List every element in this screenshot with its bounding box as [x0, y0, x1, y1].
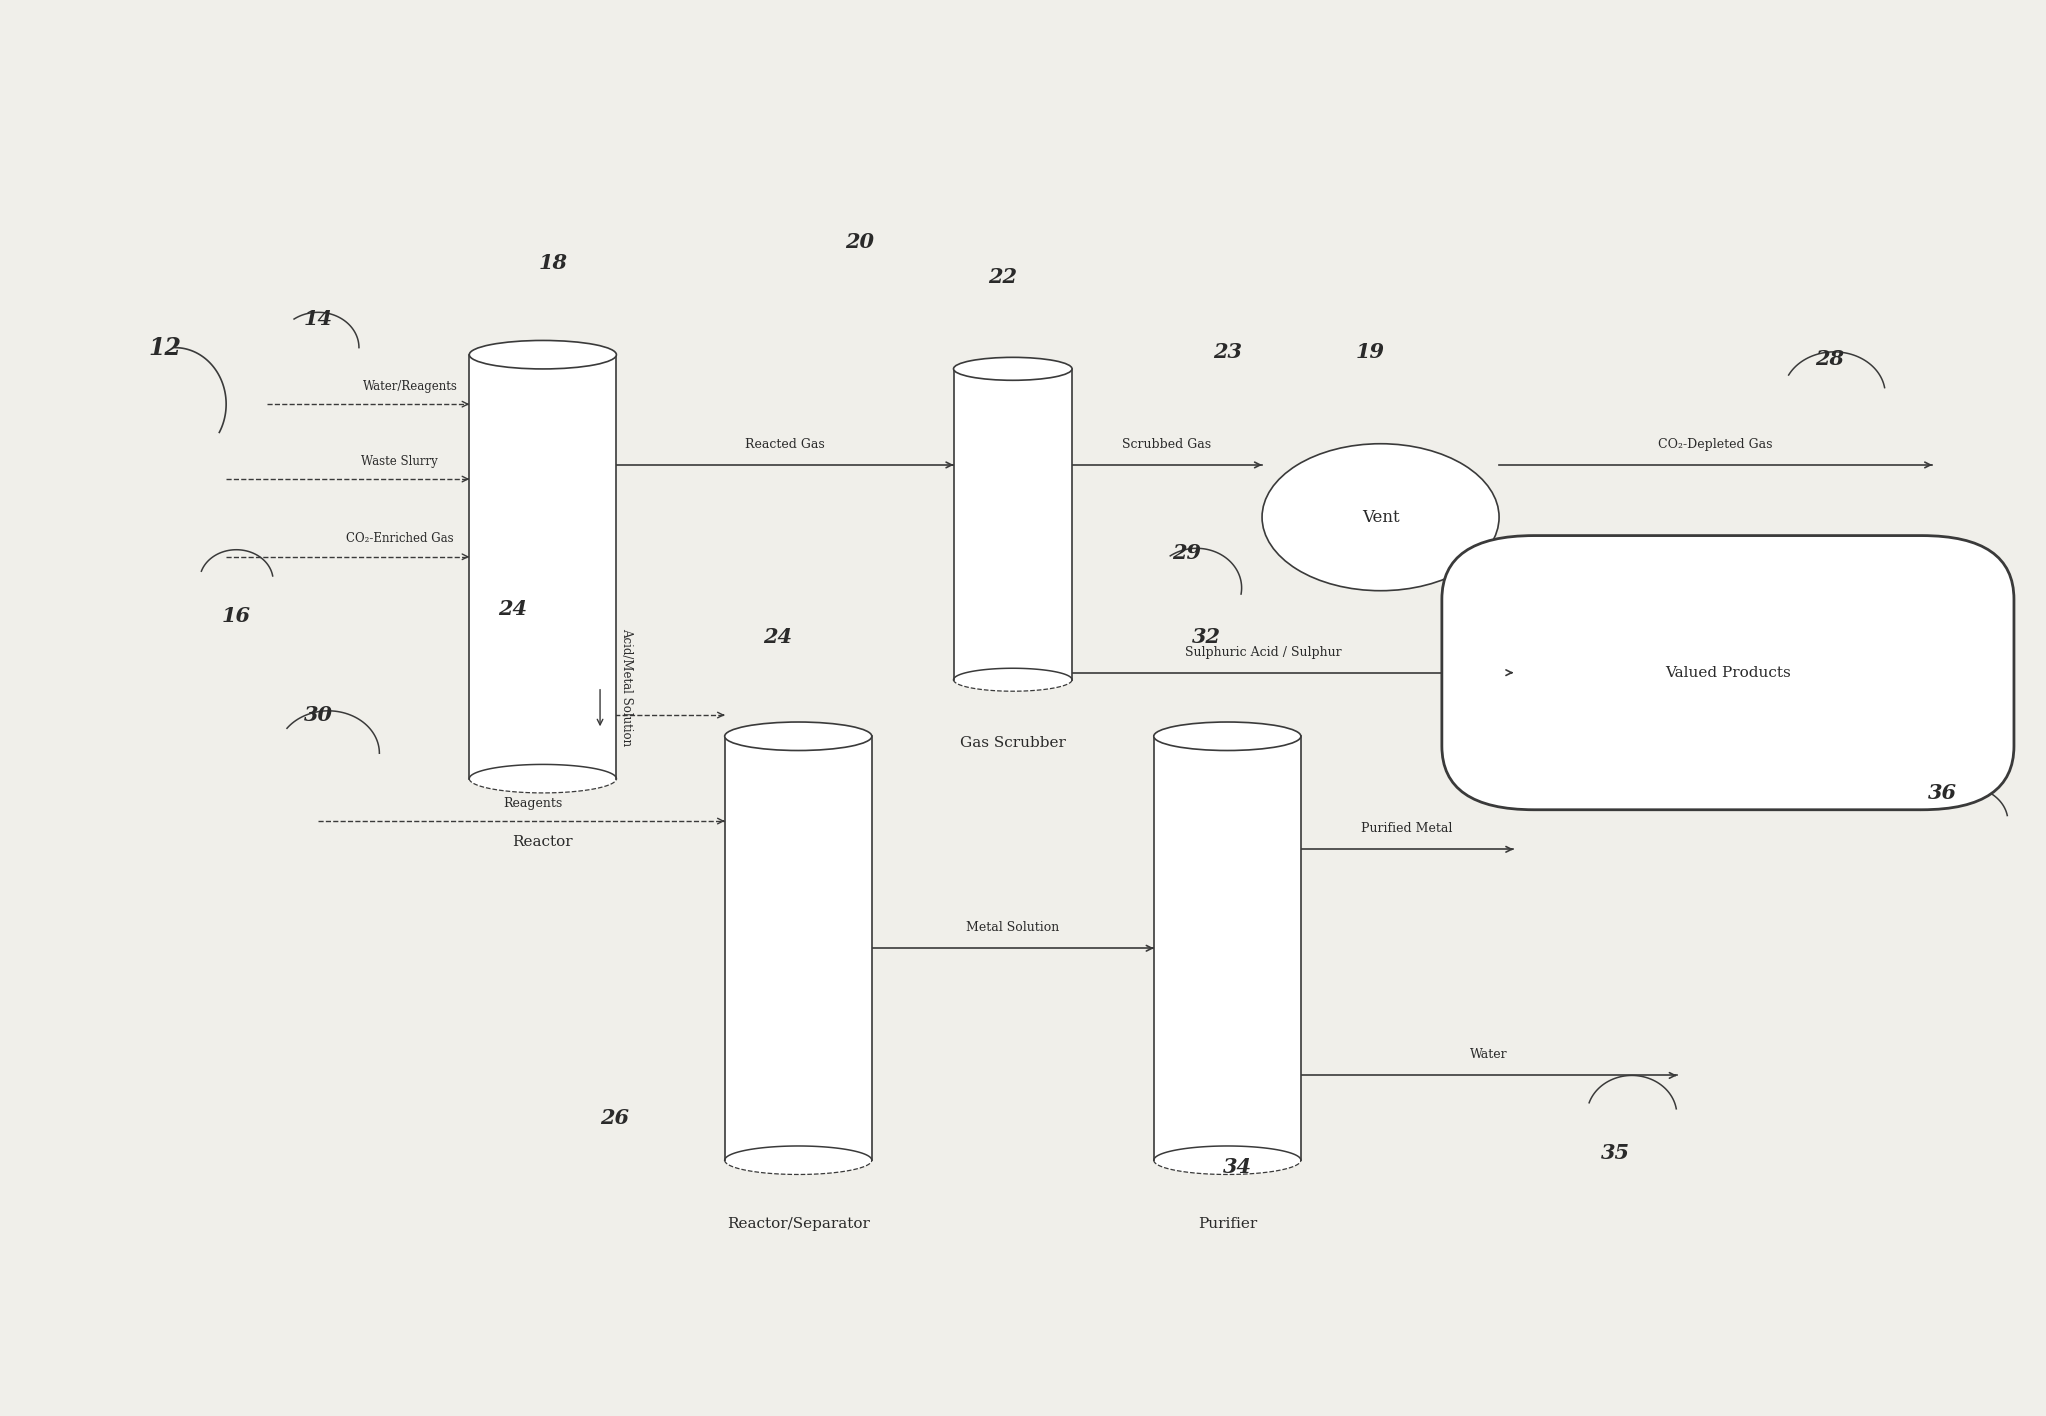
Text: 16: 16 — [221, 606, 252, 626]
Text: 32: 32 — [1193, 627, 1221, 647]
Ellipse shape — [469, 340, 616, 370]
Text: CO₂-Depleted Gas: CO₂-Depleted Gas — [1659, 438, 1774, 450]
Text: 18: 18 — [538, 253, 567, 273]
Ellipse shape — [469, 765, 616, 793]
Text: Purified Metal: Purified Metal — [1361, 823, 1453, 835]
Text: 34: 34 — [1224, 1157, 1252, 1177]
Text: 12: 12 — [149, 336, 182, 360]
Text: Reactor: Reactor — [514, 835, 573, 850]
Text: Water/Reagents: Water/Reagents — [362, 379, 458, 392]
Ellipse shape — [1154, 722, 1301, 750]
Text: Water: Water — [1469, 1048, 1508, 1062]
Text: 35: 35 — [1602, 1143, 1631, 1163]
Text: 22: 22 — [988, 268, 1017, 287]
Polygon shape — [724, 736, 872, 1160]
Ellipse shape — [953, 668, 1072, 691]
Ellipse shape — [726, 724, 870, 749]
Ellipse shape — [1154, 1146, 1301, 1174]
Text: 14: 14 — [303, 309, 333, 330]
Text: Sulphuric Acid / Sulphur: Sulphuric Acid / Sulphur — [1185, 646, 1342, 658]
Ellipse shape — [471, 343, 614, 367]
Text: Purifier: Purifier — [1197, 1216, 1256, 1231]
Polygon shape — [1154, 736, 1301, 1160]
Text: Metal Solution: Metal Solution — [966, 922, 1060, 935]
Text: 19: 19 — [1356, 341, 1385, 362]
Text: 30: 30 — [303, 705, 333, 725]
Text: 24: 24 — [763, 627, 792, 647]
Text: 28: 28 — [1815, 348, 1845, 370]
Ellipse shape — [955, 360, 1070, 378]
Text: Vent: Vent — [1363, 508, 1399, 525]
Text: Scrubbed Gas: Scrubbed Gas — [1123, 438, 1211, 450]
Text: Reacted Gas: Reacted Gas — [745, 438, 825, 450]
Polygon shape — [953, 368, 1072, 680]
Ellipse shape — [1156, 724, 1299, 749]
Text: Reactor/Separator: Reactor/Separator — [726, 1216, 870, 1231]
Ellipse shape — [724, 1146, 872, 1174]
Text: 29: 29 — [1172, 542, 1201, 562]
Text: 24: 24 — [497, 599, 526, 619]
Text: Valued Products: Valued Products — [1665, 666, 1790, 680]
FancyBboxPatch shape — [1442, 535, 2013, 810]
Text: 20: 20 — [845, 232, 874, 252]
Text: 23: 23 — [1213, 341, 1242, 362]
Text: Gas Scrubber: Gas Scrubber — [960, 736, 1066, 750]
Text: Reagents: Reagents — [503, 797, 563, 810]
Text: 26: 26 — [599, 1107, 628, 1127]
Text: Acid/Metal Solution: Acid/Metal Solution — [620, 627, 634, 746]
Text: 36: 36 — [1927, 783, 1956, 803]
Ellipse shape — [1262, 443, 1500, 590]
Text: CO₂-Enriched Gas: CO₂-Enriched Gas — [346, 532, 454, 545]
Text: Waste Slurry: Waste Slurry — [362, 455, 438, 467]
Ellipse shape — [724, 722, 872, 750]
Ellipse shape — [953, 357, 1072, 381]
Polygon shape — [469, 354, 616, 779]
